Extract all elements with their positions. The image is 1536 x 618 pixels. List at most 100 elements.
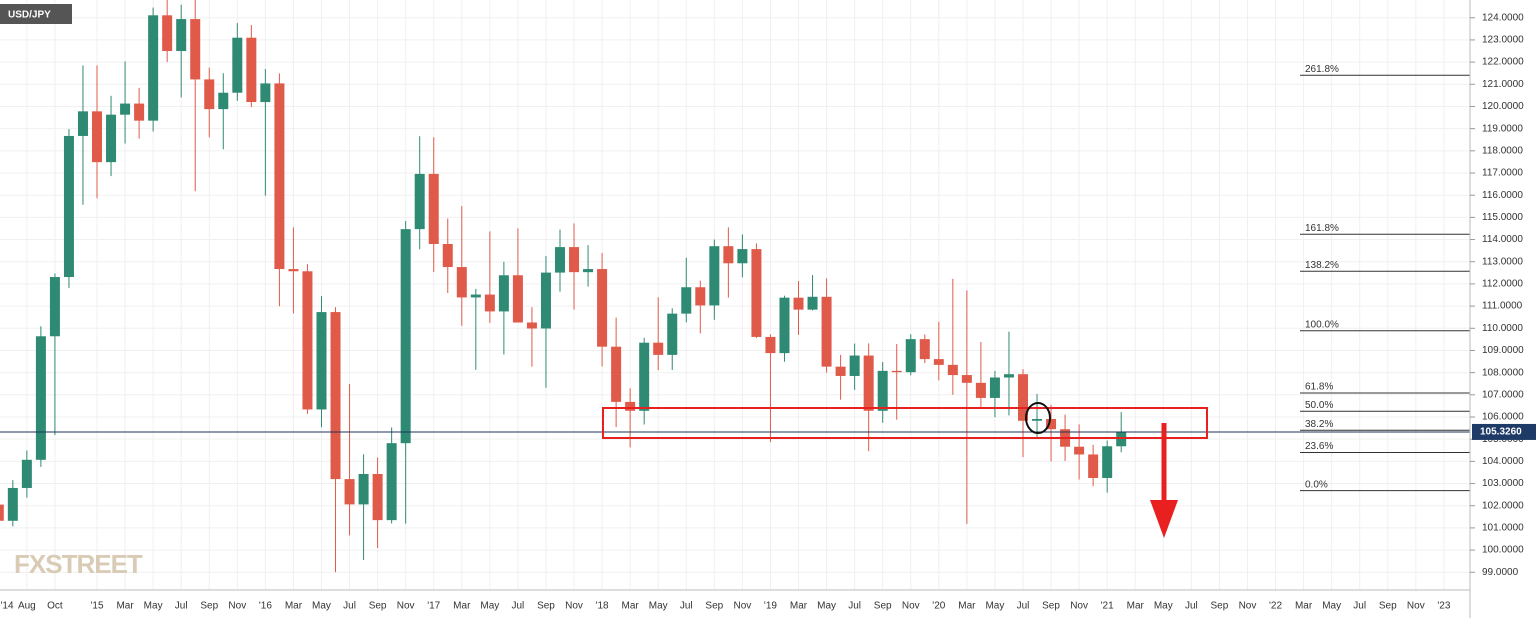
candle-body: [751, 249, 762, 337]
x-tick-label: Sep: [1211, 601, 1229, 612]
y-tick-label: 118.0000: [1482, 145, 1523, 156]
x-tick-label: Jul: [848, 601, 861, 612]
candle-body: [540, 272, 551, 329]
x-tick-label: '14: [0, 601, 13, 612]
candle-body: [863, 355, 874, 411]
x-tick-label: Mar: [790, 601, 808, 612]
candle-body: [975, 382, 986, 398]
candle-body: [1046, 418, 1057, 430]
candle-body: [526, 322, 537, 329]
y-tick-label: 100.0000: [1482, 545, 1524, 556]
y-tick-label: 109.0000: [1482, 345, 1524, 356]
y-tick-label: 117.0000: [1482, 168, 1523, 179]
x-tick-label: '19: [764, 601, 777, 612]
candle-body: [386, 443, 397, 521]
candle-body: [723, 246, 734, 264]
candle-body: [625, 401, 636, 411]
fib-label: 50.0%: [1305, 400, 1333, 411]
x-tick-label: Jul: [1185, 601, 1198, 612]
candle-body: [919, 339, 930, 360]
y-tick-label: 103.0000: [1482, 478, 1524, 489]
candle-body: [1074, 446, 1085, 455]
candle-body: [7, 487, 18, 521]
x-tick-label: May: [1154, 601, 1173, 612]
candle-body: [148, 15, 159, 121]
candle-body: [134, 103, 145, 121]
x-tick-label: Mar: [453, 601, 471, 612]
candle-body: [807, 296, 818, 310]
candle-body: [176, 19, 187, 52]
candle-body: [1116, 431, 1127, 447]
y-tick-label: 123.0000: [1482, 35, 1524, 46]
x-tick-label: Sep: [705, 601, 723, 612]
x-tick-label: Jul: [175, 601, 188, 612]
x-tick-label: May: [312, 601, 331, 612]
y-tick-label: 121.0000: [1482, 79, 1524, 90]
candle-body: [695, 287, 706, 306]
y-tick-label: 107.0000: [1482, 389, 1524, 400]
candle-body: [274, 83, 285, 270]
candle-body: [1003, 374, 1014, 378]
y-tick-label: 104.0000: [1482, 456, 1524, 467]
candle-body: [77, 111, 88, 136]
x-tick-label: Mar: [1127, 601, 1145, 612]
y-tick-label: 122.0000: [1482, 57, 1524, 68]
x-tick-label: Mar: [1295, 601, 1313, 612]
y-tick-label: 119.0000: [1482, 123, 1523, 134]
x-tick-label: Nov: [1070, 601, 1088, 612]
last-price-tag: [1472, 423, 1536, 440]
candle-body: [92, 111, 103, 163]
x-tick-label: Nov: [1407, 601, 1425, 612]
x-tick-label: May: [480, 601, 499, 612]
x-tick-label: '21: [1101, 601, 1114, 612]
x-tick-label: May: [817, 601, 836, 612]
candle-body: [218, 92, 229, 110]
candle-body: [905, 339, 916, 373]
y-tick-label: 102.0000: [1482, 500, 1524, 511]
x-tick-label: Sep: [1379, 601, 1397, 612]
x-tick-label: Sep: [200, 601, 218, 612]
candle-body: [0, 504, 4, 521]
x-tick-label: '20: [932, 601, 945, 612]
candle-body: [877, 370, 888, 411]
x-tick-label: Aug: [18, 601, 36, 612]
fib-label: 161.8%: [1305, 223, 1339, 234]
x-tick-label: '18: [596, 601, 609, 612]
y-tick-label: 106.0000: [1482, 412, 1524, 423]
x-tick-label: Nov: [1239, 601, 1257, 612]
candle-body: [190, 19, 201, 80]
candle-body: [232, 37, 243, 93]
x-tick-label: Mar: [958, 601, 976, 612]
x-tick-label: Jul: [1353, 601, 1366, 612]
candle-body: [611, 346, 622, 402]
y-tick-label: 120.0000: [1482, 101, 1524, 112]
x-tick-label: May: [1322, 601, 1341, 612]
x-tick-label: Mar: [285, 601, 303, 612]
y-tick-label: 113.0000: [1482, 256, 1523, 267]
candle-body: [555, 247, 565, 273]
candle-body: [1032, 418, 1043, 421]
y-tick-label: 124.0000: [1482, 12, 1524, 23]
x-tick-label: Jul: [343, 601, 356, 612]
candle-body: [470, 294, 481, 298]
x-tick-label: '22: [1269, 601, 1282, 612]
candle-body: [891, 370, 902, 373]
candle-body: [260, 83, 271, 103]
plot-area: 261.8% 161.8% 138.2% 100.0% 61.8% 50.0% 38.2% 2…: [0, 0, 1470, 573]
fib-label: 61.8%: [1305, 382, 1333, 393]
watermark: FXSTREET: [14, 549, 143, 579]
fib-label: 138.2%: [1305, 260, 1339, 271]
candle-body: [639, 342, 650, 411]
candle-body: [1017, 374, 1028, 421]
x-tick-label: Mar: [116, 601, 134, 612]
candle-body: [484, 294, 495, 312]
candle-body: [106, 114, 117, 163]
candle-body: [737, 249, 748, 264]
candle-body: [498, 275, 509, 312]
candle-body: [204, 79, 215, 110]
candle-body: [765, 336, 776, 354]
candle-body: [583, 269, 594, 273]
fib-label: 0.0%: [1305, 479, 1328, 490]
x-tick-label: Mar: [622, 601, 640, 612]
